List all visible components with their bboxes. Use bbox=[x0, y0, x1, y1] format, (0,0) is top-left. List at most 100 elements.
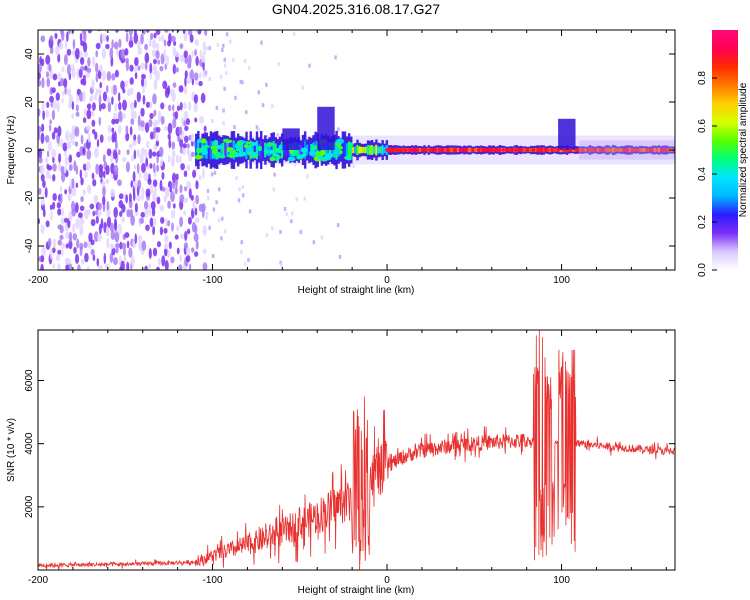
noise-blob bbox=[120, 80, 125, 90]
noise-blob bbox=[153, 58, 157, 65]
noise-blob bbox=[138, 240, 142, 252]
noise-blob bbox=[115, 242, 120, 249]
noise-blob bbox=[66, 258, 72, 265]
band-core bbox=[517, 148, 520, 152]
noise-speck bbox=[241, 80, 244, 85]
noise-speck bbox=[334, 55, 337, 60]
colorbar: 0.0 0.2 0.4 0.6 0.8 Normalized spectral ampl… bbox=[697, 30, 749, 277]
noise-blob bbox=[82, 78, 87, 86]
noise-blob bbox=[57, 249, 62, 255]
noise-blob bbox=[183, 197, 189, 204]
noise-blob bbox=[79, 217, 85, 226]
colorbar-tick-label: 0.8 bbox=[697, 71, 708, 85]
noise-blob bbox=[203, 49, 206, 56]
band-blob bbox=[210, 145, 218, 150]
band-core bbox=[523, 148, 527, 152]
noise-blob bbox=[140, 211, 146, 218]
noise-blob bbox=[45, 54, 51, 65]
noise-blob bbox=[151, 39, 157, 49]
noise-blob bbox=[40, 224, 45, 234]
noise-blob bbox=[142, 86, 145, 95]
noise-speck bbox=[215, 200, 218, 205]
snr-ylabel: SNR (10 * v/v) bbox=[6, 418, 17, 482]
noise-speck bbox=[279, 229, 282, 234]
noise-blob bbox=[106, 148, 112, 157]
noise-blob bbox=[75, 218, 80, 230]
noise-blob bbox=[52, 263, 56, 269]
noise-speck bbox=[222, 43, 225, 48]
noise-blob bbox=[125, 30, 129, 33]
noise-blob bbox=[137, 134, 141, 145]
noise-blob bbox=[103, 170, 106, 179]
noise-blob bbox=[106, 216, 112, 228]
noise-blob bbox=[102, 91, 108, 102]
noise-blob bbox=[171, 149, 176, 158]
band-core bbox=[375, 144, 378, 156]
noise-speck bbox=[208, 225, 211, 230]
noise-blob bbox=[144, 43, 149, 51]
noise-blob bbox=[159, 179, 163, 191]
noise-blob bbox=[172, 82, 177, 88]
band-core bbox=[479, 147, 483, 153]
noise-blob bbox=[113, 206, 118, 219]
noise-speck bbox=[223, 86, 226, 91]
noise-blob bbox=[140, 120, 145, 128]
band-peak bbox=[458, 148, 463, 152]
band-peak bbox=[592, 148, 597, 152]
noise-blob bbox=[148, 263, 151, 270]
noise-speck bbox=[242, 193, 245, 198]
noise-speck bbox=[255, 125, 259, 130]
noise-blob bbox=[149, 184, 154, 194]
noise-blob bbox=[47, 141, 52, 152]
noise-blob bbox=[95, 163, 99, 175]
noise-blob bbox=[129, 77, 134, 85]
noise-blob bbox=[75, 253, 80, 264]
noise-blob bbox=[198, 80, 203, 87]
noise-blob bbox=[76, 151, 81, 158]
noise-blob bbox=[144, 62, 148, 71]
band-blob bbox=[257, 145, 263, 152]
noise-blob bbox=[74, 202, 79, 214]
noise-blob bbox=[101, 33, 107, 42]
noise-blob bbox=[63, 165, 67, 174]
band-core bbox=[584, 148, 587, 152]
noise-blob bbox=[179, 138, 184, 148]
band-spike bbox=[558, 118, 576, 150]
noise-blob bbox=[79, 242, 84, 251]
band-blob bbox=[302, 152, 307, 158]
noise-blob bbox=[86, 149, 92, 160]
noise-blob bbox=[126, 209, 131, 218]
noise-blob bbox=[175, 154, 180, 164]
noise-blob bbox=[124, 79, 128, 88]
noise-blob bbox=[98, 94, 102, 106]
band-core bbox=[341, 140, 345, 160]
band-peak bbox=[385, 148, 389, 152]
noise-blob bbox=[61, 90, 65, 97]
noise-blob bbox=[136, 91, 141, 103]
noise-blob bbox=[163, 48, 167, 60]
noise-blob bbox=[149, 112, 154, 120]
noise-blob bbox=[167, 200, 171, 209]
noise-blob bbox=[180, 163, 185, 171]
noise-speck bbox=[243, 261, 247, 266]
band-core bbox=[412, 147, 416, 153]
noise-blob bbox=[53, 127, 58, 134]
noise-blob bbox=[144, 122, 150, 133]
noise-blob bbox=[126, 149, 130, 156]
band-peak bbox=[580, 148, 585, 152]
noise-blob bbox=[185, 118, 191, 125]
noise-blob bbox=[113, 164, 119, 176]
noise-blob bbox=[63, 78, 68, 88]
noise-blob bbox=[107, 101, 112, 113]
noise-blob bbox=[159, 65, 164, 72]
noise-blob bbox=[182, 143, 187, 149]
band-core bbox=[360, 146, 363, 154]
noise-blob bbox=[194, 117, 198, 123]
noise-blob bbox=[92, 179, 97, 187]
band-blob bbox=[320, 156, 327, 162]
noise-blob bbox=[105, 43, 110, 50]
noise-blob bbox=[52, 155, 55, 164]
band-core bbox=[396, 147, 399, 153]
band-core bbox=[643, 148, 646, 152]
